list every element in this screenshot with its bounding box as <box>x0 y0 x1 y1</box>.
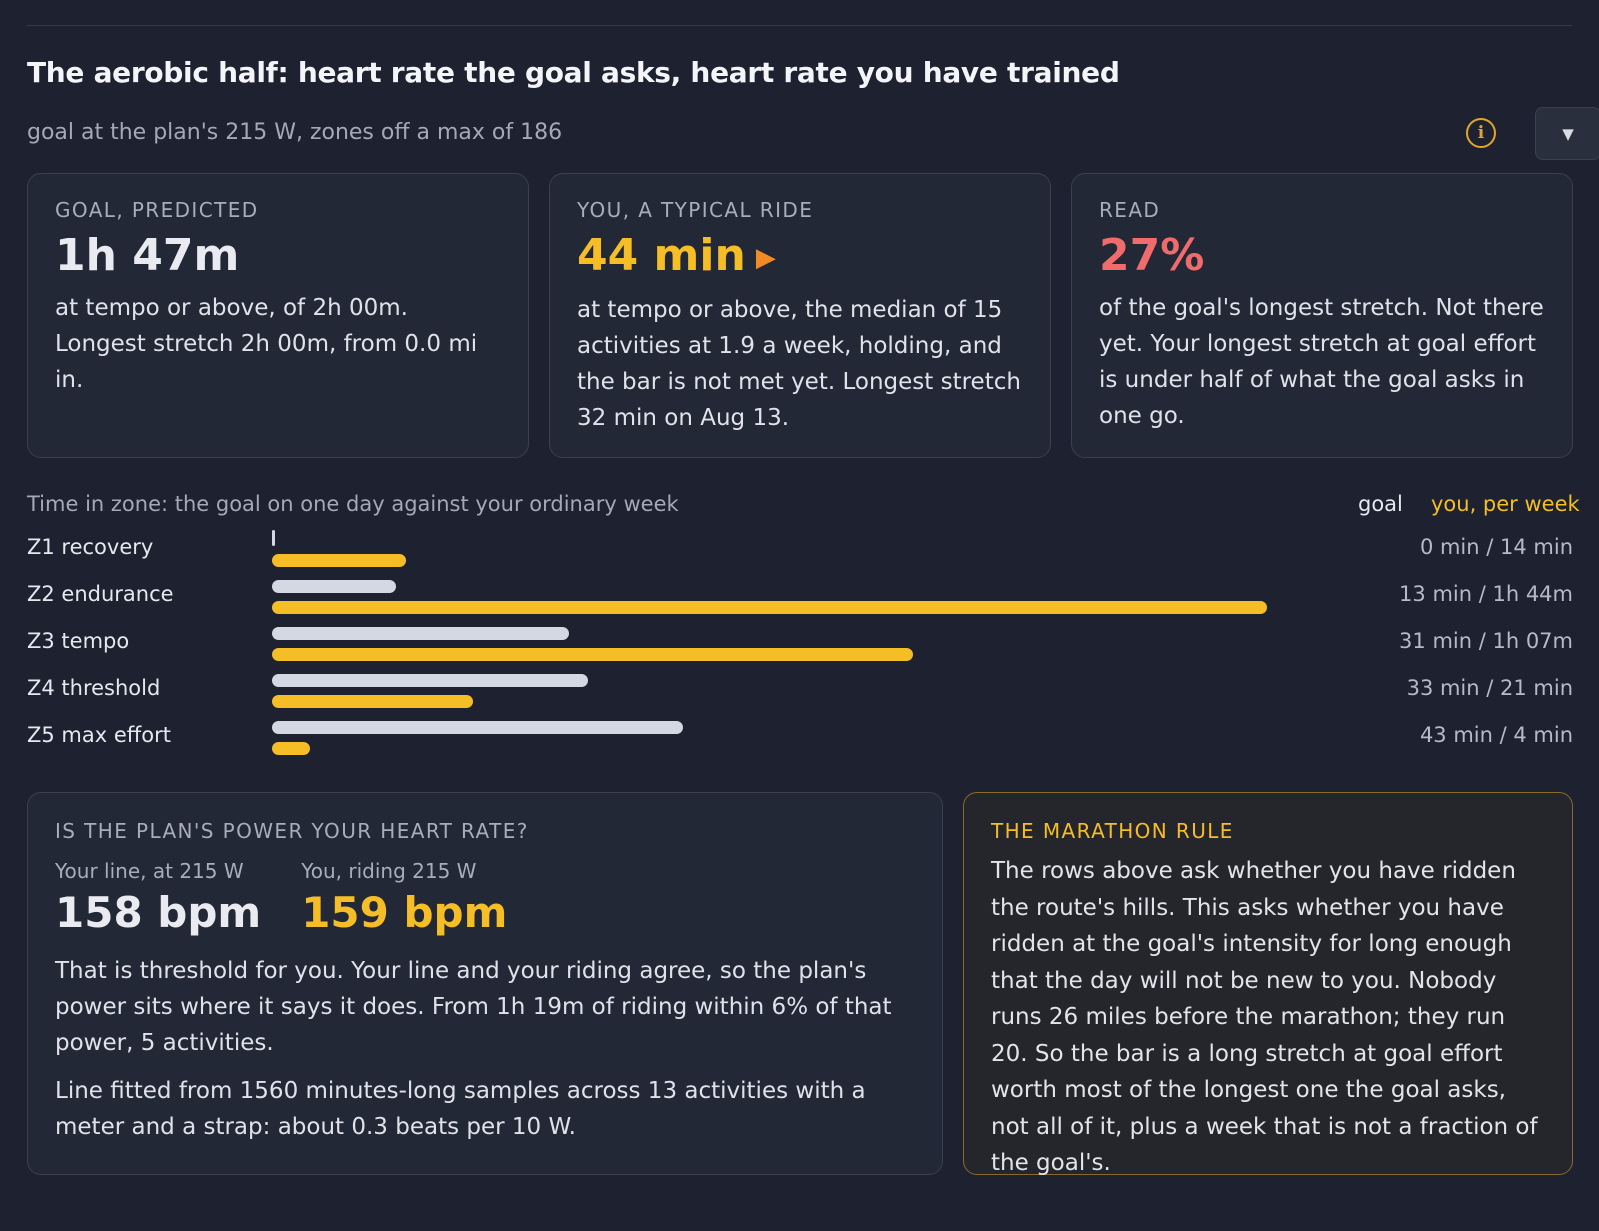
line-label: Your line, at 215 W <box>55 859 244 883</box>
zone-label: Z3 tempo <box>27 629 130 653</box>
zones-caption: Time in zone: the goal on one day agains… <box>27 492 679 516</box>
zone-value: 31 min / 1h 07m <box>1399 629 1573 653</box>
card-kicker: THE MARATHON RULE <box>991 819 1234 843</box>
goal-bar <box>272 627 569 640</box>
info-icon[interactable]: i <box>1466 118 1496 148</box>
rule-body: The rows above ask whether you have ridd… <box>991 858 1538 1176</box>
zone-row: Z2 endurance 13 min / 1h 44m <box>0 580 1599 628</box>
collapse-toggle-button[interactable]: ▼ <box>1535 107 1599 160</box>
play-icon[interactable]: ▶ <box>755 243 776 273</box>
zone-label: Z2 endurance <box>27 582 174 606</box>
card-body: at tempo or above, of 2h 00m. Longest st… <box>55 295 478 393</box>
card-value: 1h 47m <box>55 230 240 281</box>
power-body: That is threshold for you. Your line and… <box>55 958 892 1056</box>
you-bar <box>272 742 311 755</box>
card-kicker: IS THE PLAN'S POWER YOUR HEART RATE? <box>55 819 529 843</box>
power-footnote: Line fitted from 1560 minutes-long sampl… <box>55 1078 866 1140</box>
zone-value: 0 min / 14 min <box>1419 535 1573 559</box>
you-bar <box>272 601 1267 614</box>
zone-row: Z5 max effort 43 min / 4 min <box>0 721 1599 769</box>
zone-row: Z4 threshold 33 min / 21 min <box>0 674 1599 722</box>
top-divider <box>27 25 1572 26</box>
card-body: of the goal's longest stretch. Not there… <box>1099 295 1544 429</box>
you-value: 159 bpm <box>301 888 508 937</box>
line-value: 158 bpm <box>55 888 262 937</box>
zone-value: 43 min / 4 min <box>1419 723 1573 747</box>
legend-goal: goal <box>1358 492 1403 516</box>
section-subtitle: goal at the plan's 215 W, zones off a ma… <box>27 120 563 145</box>
you-label: You, riding 215 W <box>301 859 477 883</box>
chevron-down-icon: ▼ <box>1562 124 1574 143</box>
zone-row: Z1 recovery 0 min / 14 min <box>0 530 1599 581</box>
zone-label: Z4 threshold <box>27 676 161 700</box>
section-title: The aerobic half: heart rate the goal as… <box>27 56 1120 89</box>
zone-row: Z3 tempo 31 min / 1h 07m <box>0 627 1599 675</box>
card-value-row: 44 min ▶ <box>577 230 1023 284</box>
zone-label: Z1 recovery <box>27 535 154 559</box>
zone-value: 33 min / 21 min <box>1406 676 1573 700</box>
goal-bar <box>272 674 588 687</box>
card-kicker: READ <box>1099 198 1161 222</box>
you-bar <box>272 554 406 567</box>
you-bar <box>272 648 913 661</box>
card-kicker: YOU, A TYPICAL RIDE <box>577 198 814 222</box>
line-column: Your line, at 215 W 158 bpm <box>55 859 261 939</box>
zone-value: 13 min / 1h 44m <box>1399 582 1573 606</box>
legend-you: you, per week <box>1431 492 1580 516</box>
you-bar <box>272 695 473 708</box>
typical-ride-card: YOU, A TYPICAL RIDE 44 min ▶ at tempo or … <box>549 173 1051 458</box>
goal-predicted-card: GOAL, PREDICTED 1h 47m at tempo or above… <box>27 173 529 458</box>
read-card: READ 27% of the goal's longest stretch. … <box>1071 173 1573 458</box>
zone-label: Z5 max effort <box>27 723 171 747</box>
bpm-comparison: Your line, at 215 W 158 bpm You, riding … <box>55 859 915 939</box>
card-value: 44 min <box>577 230 746 281</box>
card-body: at tempo or above, the median of 15 acti… <box>577 297 1021 431</box>
power-heart-rate-card: IS THE PLAN'S POWER YOUR HEART RATE? You… <box>27 792 943 1175</box>
goal-bar <box>272 580 397 593</box>
marathon-rule-card: THE MARATHON RULE The rows above ask whe… <box>963 792 1573 1176</box>
goal-bar <box>272 530 275 546</box>
goal-bar <box>272 721 684 734</box>
card-value: 27% <box>1099 230 1205 281</box>
card-kicker: GOAL, PREDICTED <box>55 198 259 222</box>
you-column: You, riding 215 W 159 bpm <box>301 859 507 939</box>
